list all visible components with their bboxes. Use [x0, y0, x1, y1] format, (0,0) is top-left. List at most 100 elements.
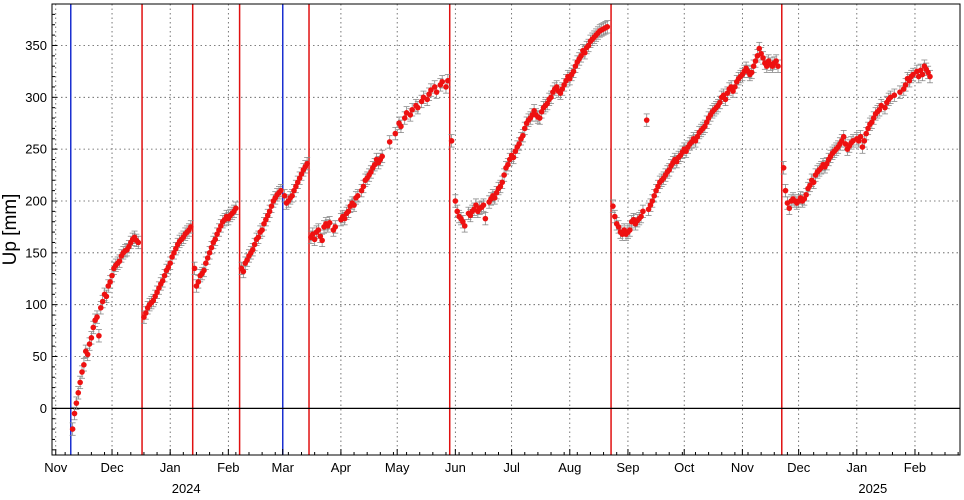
data-point: [311, 236, 318, 243]
data-point: [255, 234, 262, 241]
event-lines: [70, 4, 783, 455]
data-point: [268, 203, 275, 209]
data-point: [315, 227, 322, 233]
data-point: [510, 154, 517, 161]
data-point: [341, 215, 348, 222]
y-tick-label: 150: [25, 245, 47, 260]
x-tick-label: Oct: [674, 460, 695, 475]
axes: 0 50 100 150 200 250 300 350 Nov Dec Jan Feb Mar Apr M…: [25, 13, 959, 496]
data-point: [201, 267, 207, 274]
data-point: [191, 265, 198, 272]
data-point: [643, 117, 650, 123]
data-point: [188, 224, 194, 230]
data-point: [212, 236, 219, 243]
data-point: [345, 208, 352, 215]
data-point: [431, 84, 438, 90]
data-point: [259, 227, 265, 233]
data-point: [610, 203, 616, 209]
data-point: [407, 112, 414, 118]
data-point: [96, 332, 102, 339]
data-point: [159, 278, 166, 284]
data-point: [415, 104, 421, 111]
data-point: [386, 139, 393, 145]
data-point: [461, 223, 468, 229]
data-point: [857, 133, 864, 140]
data-point: [651, 193, 658, 199]
data-point: [249, 246, 256, 253]
data-point: [281, 193, 288, 199]
data-point: [360, 183, 367, 190]
data-point: [882, 104, 888, 111]
data-point: [251, 241, 258, 248]
data-point: [304, 160, 310, 167]
y-tick-label: 250: [25, 142, 47, 157]
data-point: [319, 237, 325, 244]
data-point: [208, 244, 215, 251]
data-point: [640, 208, 646, 215]
data-point: [107, 279, 113, 285]
data-point: [266, 208, 273, 215]
data-point: [452, 198, 459, 204]
x-tick-label: Jan: [160, 460, 181, 475]
data-point: [604, 24, 611, 30]
data-point: [807, 182, 813, 189]
data-point: [861, 138, 868, 144]
data-point: [439, 78, 446, 85]
data-point: [756, 45, 763, 52]
data-point: [392, 130, 399, 137]
data-point: [649, 198, 656, 204]
data-point: [773, 58, 779, 64]
data-point: [203, 260, 209, 266]
data-point: [428, 87, 434, 93]
data-point: [84, 351, 91, 358]
data-point: [548, 94, 554, 101]
data-point: [897, 89, 903, 95]
y-tick-label: 350: [25, 38, 47, 53]
data-point: [501, 172, 507, 178]
data-point: [581, 49, 588, 56]
data-point: [433, 89, 440, 95]
data-point: [332, 224, 339, 230]
x-tick-label: Dec: [787, 460, 811, 475]
data-point: [627, 227, 633, 233]
data-point: [161, 272, 168, 279]
data-point: [516, 141, 522, 147]
data-point: [722, 96, 729, 103]
data-point: [480, 202, 487, 208]
y-tick-label: 300: [25, 90, 47, 105]
x-tick-label: May: [385, 460, 410, 475]
data-point: [760, 55, 766, 61]
x-tick-label: Aug: [558, 460, 581, 475]
data-point: [750, 63, 757, 70]
data-point: [206, 250, 213, 256]
data-point: [424, 96, 431, 103]
data-point: [86, 341, 93, 347]
data-point: [233, 205, 239, 212]
data-point: [775, 63, 781, 70]
data-point: [786, 205, 793, 212]
data-point: [278, 187, 284, 194]
data-point: [88, 335, 95, 341]
data-point: [473, 202, 479, 208]
error-bars: [69, 20, 933, 436]
data-point: [443, 84, 449, 90]
data-point: [109, 272, 115, 279]
y-axis-title: Up [mm]: [0, 194, 21, 266]
x-tick-label: Feb: [217, 460, 239, 475]
data-point: [79, 369, 85, 375]
data-point: [536, 115, 543, 121]
plot-frame: [51, 3, 961, 456]
data-point: [97, 304, 104, 311]
data-point: [135, 239, 142, 246]
data-point: [863, 130, 869, 137]
data-point: [454, 208, 461, 215]
data-point: [782, 187, 789, 194]
data-point: [77, 379, 83, 386]
data-point: [90, 324, 97, 331]
x-tick-label: Sep: [616, 460, 639, 475]
data-point: [891, 92, 898, 99]
data-point: [75, 389, 82, 396]
x-year-label: 2025: [858, 481, 887, 496]
data-point: [69, 426, 76, 432]
